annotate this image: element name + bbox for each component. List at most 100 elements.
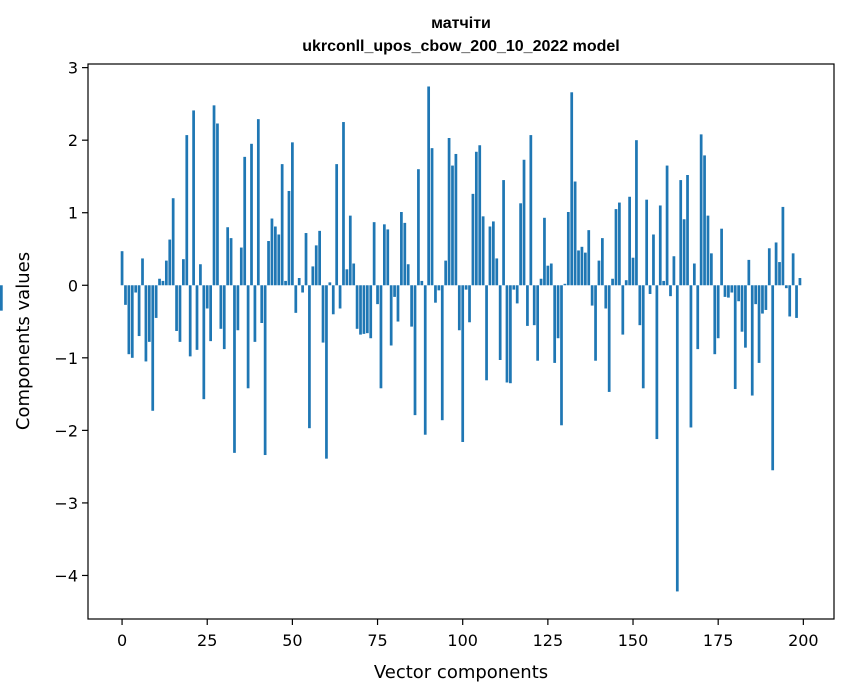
bar-129: [560, 285, 563, 426]
bar-87: [417, 169, 420, 286]
bar-135: [580, 246, 584, 286]
plot-area: [0, 63, 835, 620]
bar-122: [536, 285, 540, 361]
bar-54: [304, 233, 308, 286]
x-tick-label: 200: [788, 631, 819, 650]
bar-68: [352, 263, 356, 286]
bar-16: [175, 285, 178, 331]
bar-168: [692, 263, 696, 286]
bar-133: [573, 181, 577, 286]
bar-167: [689, 285, 693, 428]
x-tick-label: 100: [447, 631, 478, 650]
bar-0: [120, 251, 124, 286]
bar-72: [365, 285, 369, 334]
y-axis: −4 −3 −2 −1 0 1 2 3: [54, 59, 88, 585]
bar-77: [382, 224, 386, 286]
bar-140: [597, 260, 601, 286]
bar-98: [454, 153, 458, 286]
bar-25: [205, 285, 209, 309]
bar-175: [716, 285, 720, 339]
bar-51: [294, 285, 298, 313]
bar-120: [529, 135, 533, 286]
bar-121: [532, 285, 536, 326]
bar-32: [229, 238, 233, 286]
bar-109: [492, 221, 495, 286]
bar-42: [263, 285, 267, 456]
bar-97: [451, 165, 454, 286]
bar-198: [795, 285, 798, 318]
bar-73: [369, 285, 373, 339]
bar-191: [771, 285, 775, 471]
bar-31: [226, 227, 230, 286]
bar-60: [325, 285, 328, 459]
bar-162: [672, 256, 676, 286]
y-tick-label: −1: [54, 349, 78, 368]
bar-104: [474, 151, 478, 286]
bar-181: [737, 285, 740, 302]
bar-39: [253, 285, 257, 342]
bar-40: [256, 119, 260, 286]
bar-157: [655, 285, 659, 440]
bar-3: [130, 285, 134, 358]
bar-58: [318, 230, 321, 286]
bars-group: [0, 86, 802, 592]
bar-116: [515, 285, 519, 304]
bar-165: [682, 219, 686, 286]
bar-88: [420, 280, 424, 286]
bar-195: [784, 285, 788, 289]
bar-45: [273, 226, 277, 286]
y-axis-label: Components values: [13, 252, 34, 430]
bar-158: [658, 205, 662, 286]
bar-117: [519, 203, 522, 286]
bar-136: [583, 252, 587, 286]
bar-151: [635, 140, 638, 286]
bar-187: [757, 285, 761, 363]
bar-185: [750, 285, 754, 396]
bar-108: [488, 226, 492, 286]
bar-141: [601, 238, 604, 286]
bar-171: [703, 155, 706, 286]
bar-178: [727, 285, 730, 298]
bar-128: [556, 285, 560, 339]
bar-18: [182, 259, 185, 286]
bar-80: [393, 285, 396, 297]
bar-172: [706, 215, 710, 286]
bar-186: [754, 285, 758, 305]
bar-15: [171, 198, 175, 286]
bar-152: [638, 285, 642, 326]
bar-66: [345, 269, 349, 286]
bar-196: [788, 285, 792, 317]
bar-137: [587, 230, 591, 286]
bar-20: [188, 285, 192, 357]
x-tick-label: 50: [282, 631, 302, 650]
bar-161: [669, 285, 672, 297]
bar-154: [645, 199, 649, 286]
bar-184: [747, 259, 751, 286]
bar-93: [437, 285, 441, 291]
bar-174: [713, 285, 717, 355]
bar-149: [628, 196, 631, 286]
bar-65: [342, 122, 345, 286]
bar-2: [127, 285, 131, 355]
bar-29: [219, 285, 223, 329]
bar-7: [144, 285, 148, 362]
chart-subtitle: ukrconll_upos_cbow_200_10_2022 model: [302, 38, 619, 55]
bar-38: [250, 143, 253, 286]
bar-127: [553, 285, 557, 363]
bar-173: [710, 253, 713, 286]
bar-134: [577, 250, 580, 286]
bar-182: [740, 285, 744, 332]
bar-13: [164, 260, 168, 286]
bar-52: [297, 278, 301, 286]
x-tick-label: 25: [197, 631, 217, 650]
bar-46: [277, 234, 281, 286]
bar-33: [233, 285, 236, 453]
x-tick-label: 125: [533, 631, 564, 650]
y-tick-label: 3: [68, 59, 78, 78]
bar-71: [362, 285, 366, 334]
bar-17: [178, 285, 182, 342]
bar-92: [434, 285, 437, 303]
y-tick-label: −3: [54, 494, 78, 513]
